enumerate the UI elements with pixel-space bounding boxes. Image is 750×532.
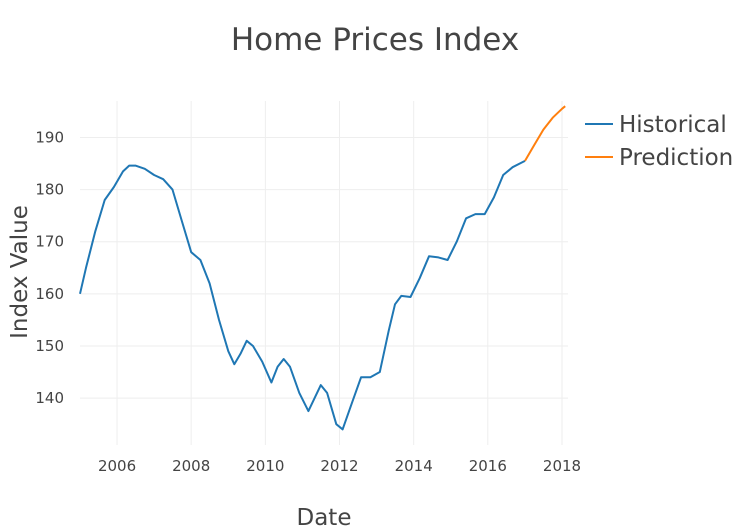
x-tick-label: 2014	[395, 457, 433, 475]
series-line-prediction	[524, 105, 566, 162]
x-axis-ticks: 2006 2008 2010 2012 2014 2016 2018	[98, 457, 581, 475]
x-tick-label: 2016	[469, 457, 507, 475]
y-tick-label: 150	[35, 337, 64, 355]
x-tick-label: 2012	[320, 457, 358, 475]
y-tick-label: 140	[35, 389, 64, 407]
legend-label: Historical	[619, 112, 727, 138]
x-tick-label: 2008	[172, 457, 210, 475]
y-tick-label: 180	[35, 181, 64, 199]
x-tick-label: 2006	[98, 457, 136, 475]
legend-item-prediction[interactable]: Prediction	[585, 145, 733, 171]
legend-item-historical[interactable]: Historical	[585, 112, 727, 138]
y-tick-label: 190	[35, 128, 64, 146]
x-axis-title: Date	[297, 505, 352, 531]
y-tick-label: 170	[35, 233, 64, 251]
legend-label: Prediction	[619, 145, 733, 171]
gridlines	[80, 101, 568, 445]
y-tick-label: 160	[35, 285, 64, 303]
y-axis-title: Index Value	[7, 205, 33, 339]
x-tick-label: 2010	[246, 457, 284, 475]
legend[interactable]: Historical Prediction	[585, 112, 733, 171]
x-tick-label: 2018	[543, 457, 581, 475]
y-axis-ticks: 140 150 160 170 180 190	[35, 128, 64, 407]
chart-title: Home Prices Index	[231, 22, 519, 58]
plot-area	[79, 105, 566, 431]
series-line-historical	[79, 160, 526, 431]
